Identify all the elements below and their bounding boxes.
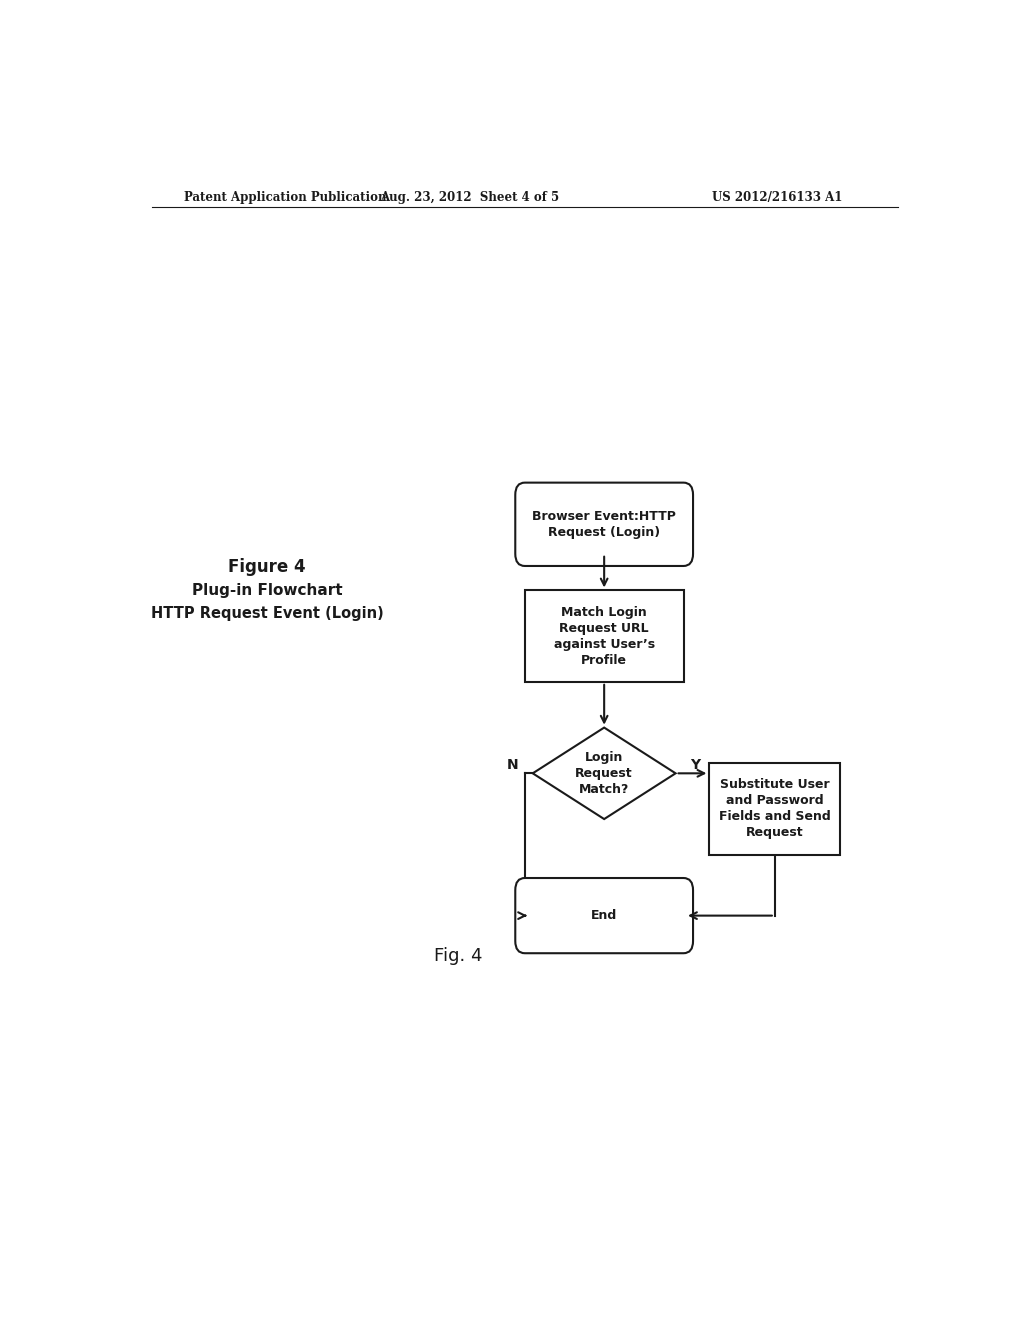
Text: Figure 4: Figure 4 xyxy=(228,558,306,576)
Text: Plug-in Flowchart: Plug-in Flowchart xyxy=(191,583,342,598)
Bar xyxy=(710,763,841,854)
Polygon shape xyxy=(532,727,676,818)
Text: Match Login
Request URL
against User’s
Profile: Match Login Request URL against User’s P… xyxy=(554,606,654,667)
Text: Aug. 23, 2012  Sheet 4 of 5: Aug. 23, 2012 Sheet 4 of 5 xyxy=(380,190,559,203)
Text: Browser Event:HTTP
Request (Login): Browser Event:HTTP Request (Login) xyxy=(532,510,676,539)
Text: Patent Application Publication: Patent Application Publication xyxy=(183,190,386,203)
FancyBboxPatch shape xyxy=(515,483,693,566)
FancyBboxPatch shape xyxy=(515,878,693,953)
Text: Fig. 4: Fig. 4 xyxy=(433,948,482,965)
Text: Y: Y xyxy=(690,758,700,772)
Text: HTTP Request Event (Login): HTTP Request Event (Login) xyxy=(151,606,383,622)
Text: Substitute User
and Password
Fields and Send
Request: Substitute User and Password Fields and … xyxy=(719,779,830,840)
Text: N: N xyxy=(507,758,519,772)
Bar xyxy=(524,590,684,682)
Text: Login
Request
Match?: Login Request Match? xyxy=(575,751,633,796)
Text: End: End xyxy=(591,909,617,923)
Text: US 2012/216133 A1: US 2012/216133 A1 xyxy=(712,190,842,203)
